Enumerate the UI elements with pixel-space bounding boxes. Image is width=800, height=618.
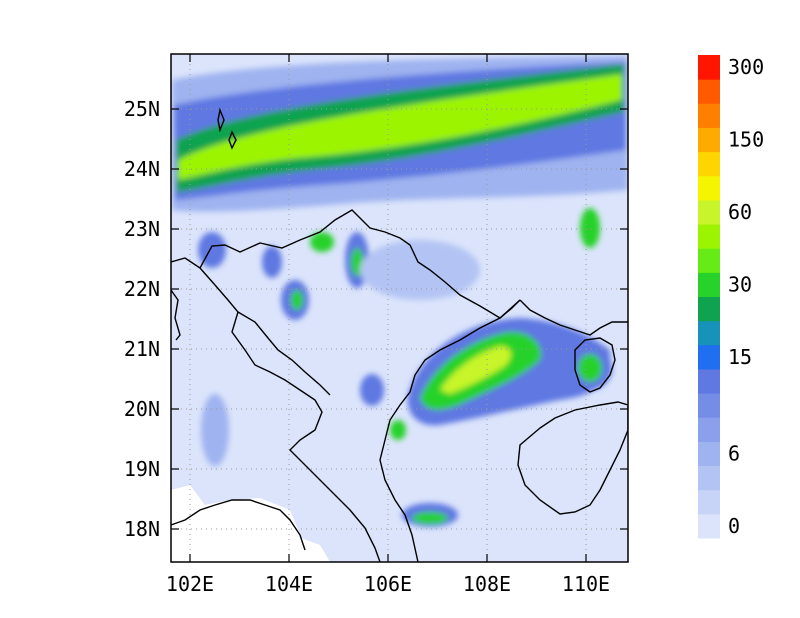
y-tick-label: 22N (124, 277, 160, 301)
rain-patch-east-small (580, 208, 600, 248)
x-tick-label: 108E (463, 572, 511, 596)
colorbar-label: 30 (728, 272, 752, 296)
coastlines-and-borders (171, 107, 628, 562)
colorbar-swatch (698, 224, 720, 249)
colorbar: 0 6 15 30 60 150 300 (698, 55, 764, 539)
border-laos-south (237, 311, 331, 396)
rain-patch-gulf-core (440, 346, 512, 394)
colorbar-label: 0 (728, 514, 740, 538)
colorbar-swatch (698, 393, 720, 418)
border-southwest (171, 499, 306, 551)
border-north (199, 209, 521, 319)
colorbar-swatch (698, 296, 720, 322)
colorbar-swatch (698, 79, 720, 104)
colorbar-swatch (698, 368, 720, 394)
colorbar-swatch (698, 127, 720, 153)
colorbar-swatch (698, 151, 720, 177)
colorbar-swatch (698, 344, 720, 370)
y-tick-label: 19N (124, 457, 160, 481)
border-west (199, 267, 381, 562)
map-plot-area (171, 54, 628, 562)
colorbar-swatch (698, 272, 720, 297)
rain-patch-inland-3 (310, 232, 334, 252)
colorbar-label: 15 (728, 345, 752, 369)
precipitation-contours (172, 56, 628, 527)
y-axis: 25N 24N 23N 22N 21N 20N 19N 18N (124, 97, 628, 541)
x-axis: 102E 104E 106E 108E 110E (166, 54, 610, 596)
rain-patch-inland-2-core (291, 290, 303, 310)
border-myanmar (171, 289, 181, 341)
colorbar-swatch (698, 417, 720, 442)
rain-patch-inland-5 (360, 374, 384, 406)
y-tick-label: 21N (124, 337, 160, 361)
rain-patch-west (201, 394, 229, 466)
rain-patch-inland-1-core (351, 248, 363, 276)
grid-lines (171, 54, 628, 562)
colorbar-swatch (698, 248, 720, 273)
colorbar-swatch (698, 465, 720, 491)
coastline-leizhou (574, 337, 616, 393)
x-tick-label: 110E (562, 572, 610, 596)
colorbar-swatch (698, 199, 720, 225)
colorbar-swatch (698, 489, 720, 515)
colorbar-swatch (698, 103, 720, 128)
colorbar-swatch (698, 175, 720, 201)
rain-patch-south-core (412, 512, 448, 524)
colorbar-label: 6 (728, 441, 740, 465)
rain-patch-inland-6 (390, 420, 406, 440)
coastline-hainan (517, 401, 628, 515)
coastline-vietnam (379, 299, 628, 562)
x-tick-label: 106E (364, 572, 412, 596)
colorbar-swatch (698, 441, 720, 467)
rain-patch-central (360, 240, 480, 300)
y-tick-label: 25N (124, 97, 160, 121)
y-tick-label: 23N (124, 217, 160, 241)
no-data-south-strip (250, 530, 330, 562)
rain-band-north-core (178, 74, 622, 180)
y-tick-label: 18N (124, 517, 160, 541)
colorbar-label: 60 (728, 200, 752, 224)
y-tick-label: 24N (124, 157, 160, 181)
y-tick-label: 20N (124, 397, 160, 421)
colorbar-swatch (698, 320, 720, 346)
no-data-areas (171, 485, 330, 562)
border-laos-north (171, 257, 201, 269)
x-tick-label: 102E (166, 572, 214, 596)
x-tick-label: 104E (265, 572, 313, 596)
lake-outline (217, 107, 237, 150)
colorbar-swatch (698, 55, 720, 80)
colorbar-swatch (698, 513, 720, 539)
rain-patch-east-core (578, 354, 602, 382)
colorbar-label: 150 (728, 128, 764, 152)
rain-patch-inland-4 (262, 246, 282, 278)
map-frame (170, 53, 629, 563)
colorbar-label: 300 (728, 55, 764, 79)
